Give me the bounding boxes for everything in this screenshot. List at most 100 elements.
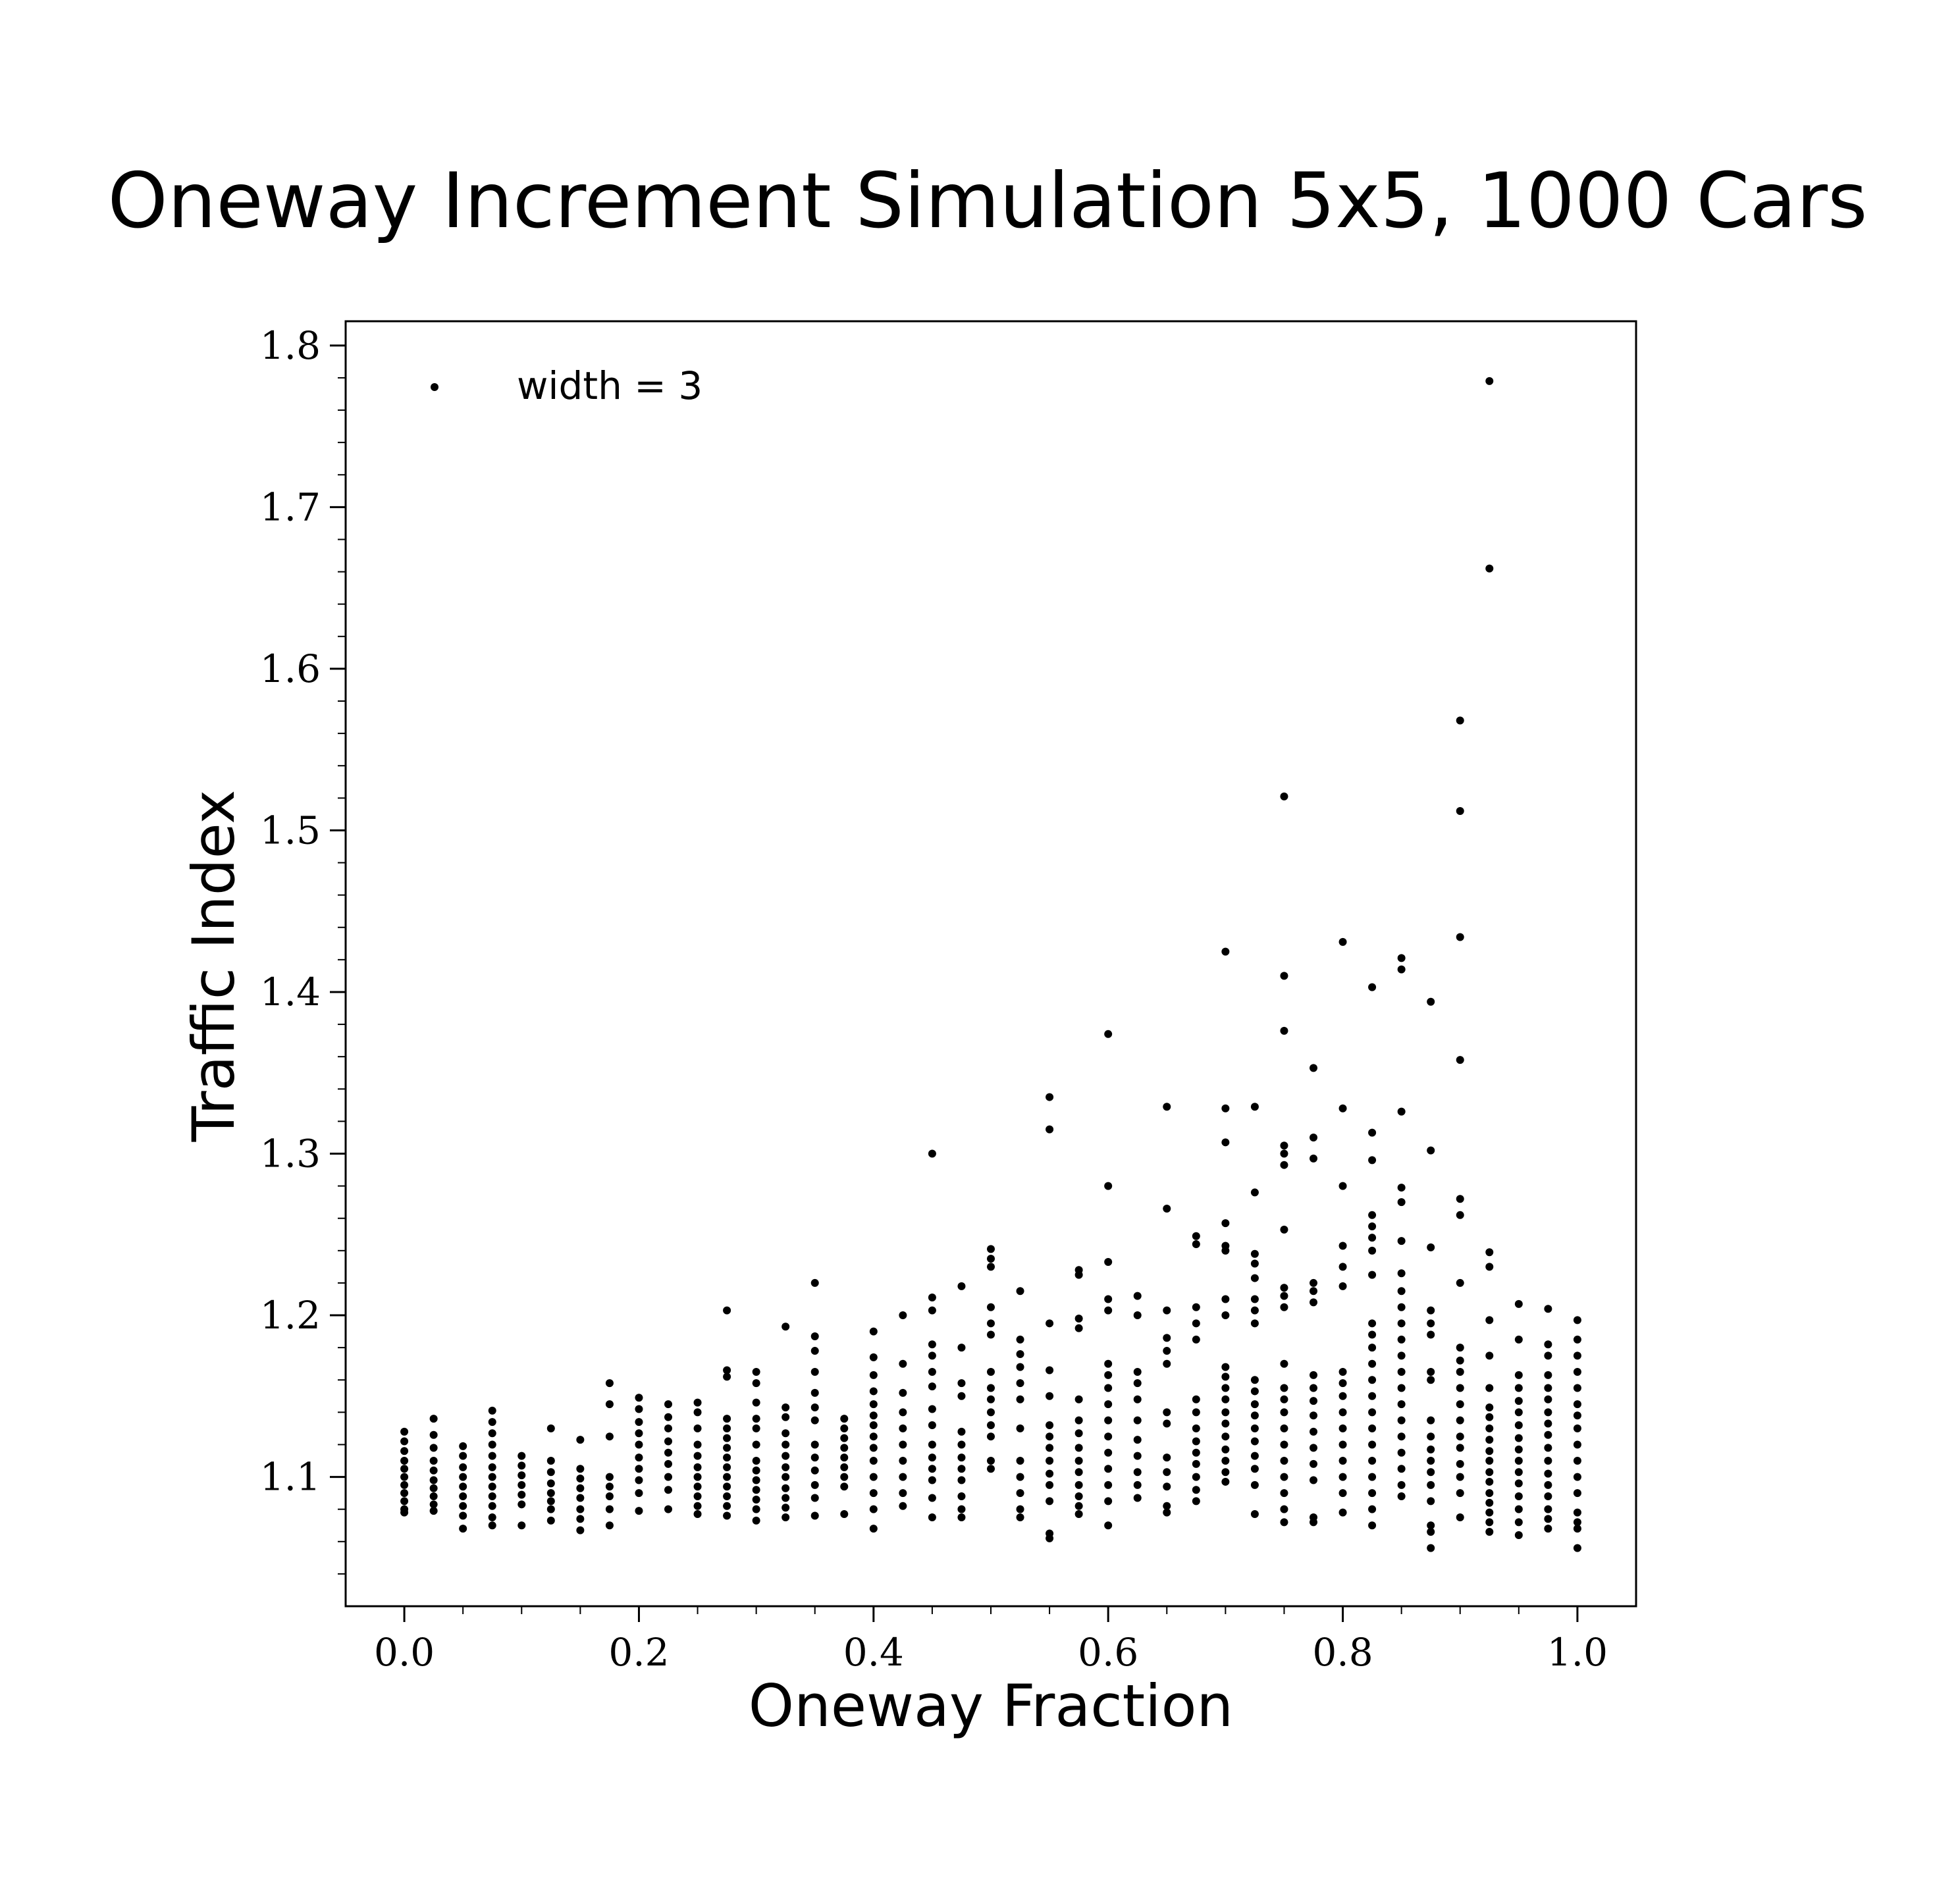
data-point: [1192, 1240, 1200, 1249]
data-point: [1397, 954, 1406, 962]
data-point: [400, 1457, 409, 1465]
data-point: [1397, 1335, 1406, 1344]
data-point: [1192, 1437, 1200, 1446]
data-point: [752, 1457, 760, 1465]
data-point: [1192, 1424, 1200, 1432]
data-point: [723, 1502, 731, 1510]
data-point: [459, 1502, 467, 1510]
data-point: [1397, 1198, 1406, 1207]
data-point: [810, 1511, 819, 1520]
data-point: [1427, 1306, 1435, 1315]
data-point: [1514, 1531, 1523, 1539]
data-point: [1456, 1278, 1464, 1287]
data-point: [1163, 1347, 1171, 1355]
data-point: [1427, 1243, 1435, 1251]
data-point: [1397, 1319, 1406, 1328]
data-point: [810, 1416, 819, 1425]
data-point: [928, 1351, 936, 1360]
data-point: [1544, 1305, 1552, 1313]
data-point: [1250, 1274, 1259, 1282]
data-point: [400, 1427, 409, 1436]
data-point: [899, 1502, 907, 1510]
data-point: [781, 1323, 790, 1331]
data-point: [1163, 1103, 1171, 1111]
data-point: [1338, 1440, 1347, 1449]
data-point: [928, 1513, 936, 1521]
data-point: [1250, 1465, 1259, 1473]
data-point: [1163, 1482, 1171, 1491]
data-point: [1104, 1371, 1113, 1379]
data-point: [987, 1330, 995, 1339]
x-tick-label: 0.4: [843, 1630, 904, 1675]
plot-frame: [344, 320, 1637, 1608]
data-point: [576, 1515, 585, 1523]
y-tick-label: 1.2: [260, 1293, 321, 1338]
data-point: [1485, 1489, 1494, 1498]
data-point: [957, 1465, 966, 1473]
data-point: [1016, 1335, 1024, 1344]
data-point: [664, 1424, 672, 1432]
data-point: [781, 1463, 790, 1471]
data-point: [1163, 1502, 1171, 1510]
data-point: [869, 1444, 878, 1452]
data-point: [810, 1480, 819, 1489]
data-point: [635, 1465, 643, 1473]
data-point: [1310, 1287, 1317, 1296]
data-point: [1133, 1292, 1142, 1300]
data-point: [1104, 1448, 1113, 1457]
data-point: [1163, 1508, 1171, 1517]
data-point: [1192, 1486, 1200, 1494]
data-point: [1427, 1432, 1435, 1441]
data-point: [723, 1444, 731, 1452]
data-point: [752, 1379, 760, 1388]
data-point: [605, 1492, 614, 1501]
data-point: [488, 1463, 496, 1471]
data-point: [1368, 1211, 1377, 1219]
data-point: [752, 1466, 760, 1475]
data-point: [546, 1516, 555, 1525]
data-point: [605, 1521, 614, 1530]
data-point: [1514, 1468, 1523, 1477]
data-point: [1310, 1064, 1317, 1072]
data-point: [752, 1486, 760, 1494]
data-point: [1310, 1397, 1317, 1405]
data-point: [459, 1525, 467, 1533]
data-point: [488, 1452, 496, 1460]
data-point: [957, 1476, 966, 1484]
x-axis-label: Oneway Fraction: [749, 1672, 1233, 1740]
data-point: [1368, 1246, 1377, 1255]
data-point: [1280, 1518, 1288, 1527]
data-point: [1074, 1457, 1083, 1465]
data-point: [517, 1461, 526, 1470]
data-point: [1397, 1400, 1406, 1409]
data-point: [664, 1413, 672, 1421]
data-point: [1104, 1521, 1113, 1530]
data-point: [1074, 1324, 1083, 1332]
data-point: [1104, 1384, 1113, 1392]
data-point: [1368, 1156, 1377, 1165]
data-point: [957, 1379, 966, 1388]
data-point: [1427, 1468, 1435, 1477]
data-point: [517, 1490, 526, 1499]
data-point: [1221, 1432, 1230, 1441]
data-point: [1544, 1444, 1552, 1452]
data-point: [987, 1367, 995, 1376]
data-point: [546, 1457, 555, 1465]
data-point: [1104, 1432, 1113, 1441]
data-point: [1074, 1480, 1083, 1489]
data-point: [840, 1434, 849, 1442]
data-point: [752, 1505, 760, 1513]
data-point: [781, 1413, 790, 1421]
data-point: [1485, 1403, 1494, 1411]
data-point: [429, 1476, 438, 1484]
data-point: [546, 1468, 555, 1477]
legend-label: width = 3: [517, 363, 702, 408]
data-point: [429, 1457, 438, 1465]
data-point: [1456, 1211, 1464, 1219]
data-point: [1485, 1468, 1494, 1477]
data-point: [488, 1482, 496, 1491]
data-point: [1133, 1480, 1142, 1489]
data-point: [1250, 1259, 1259, 1268]
data-point: [1016, 1489, 1024, 1498]
data-point: [488, 1440, 496, 1449]
